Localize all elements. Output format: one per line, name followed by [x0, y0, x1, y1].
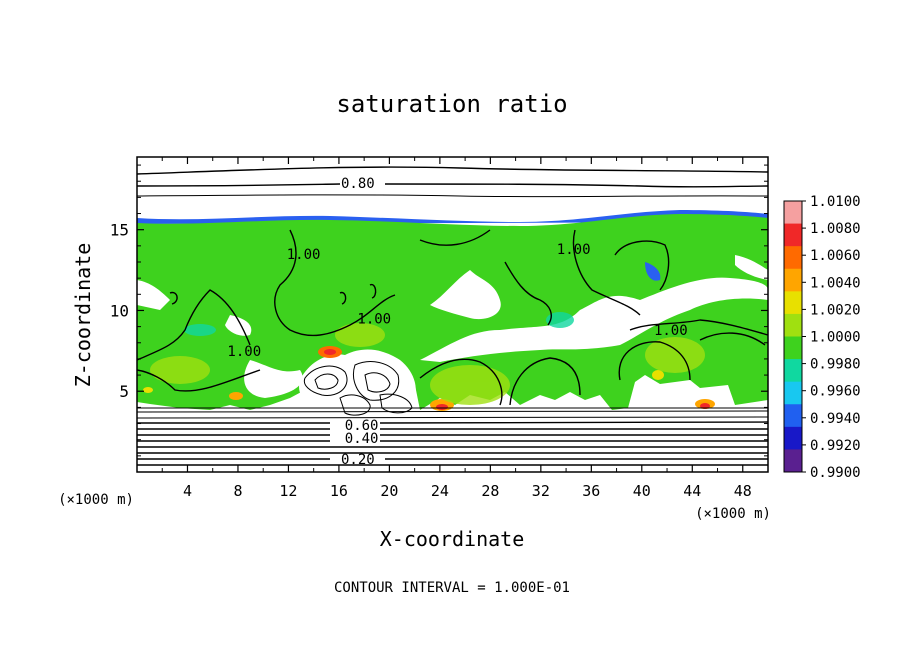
x-axis: 4 8 12 16 20 24 28 32 36 40 44 48 — [161, 157, 752, 500]
colorbar-tick-label: 1.0100 — [810, 194, 861, 210]
x-tick-label: 24 — [431, 482, 449, 500]
colorbar: 1.0100 1.0080 1.0060 1.0040 1.0020 1.0000 0.99… — [783, 194, 861, 481]
colorbar-swatch — [784, 449, 802, 473]
x-tick-label: 12 — [279, 482, 297, 500]
x-tick-label: 16 — [330, 482, 348, 500]
contour-label: 0.80 — [341, 176, 375, 192]
x-tick-label: 32 — [532, 482, 550, 500]
x-tick-label: 4 — [183, 482, 192, 500]
contour-label: 1.00 — [357, 312, 391, 328]
colorbar-tick-label: 1.0080 — [810, 221, 861, 237]
dry-pocket — [244, 360, 303, 398]
colorbar-tick-label: 0.9900 — [810, 465, 861, 481]
x-tick-label: 20 — [380, 482, 398, 500]
y-tick-label: 5 — [119, 382, 129, 401]
dry-pocket — [735, 255, 768, 280]
colorbar-tick-label: 0.9980 — [810, 357, 861, 373]
y-tick-label: 15 — [110, 221, 129, 240]
contours-1.00 — [137, 229, 768, 406]
colorbar-swatch — [784, 404, 802, 428]
colorbar-tick-label: 1.0020 — [810, 302, 861, 318]
y-tick-label: 10 — [110, 301, 129, 320]
colorbar-swatch — [784, 381, 802, 405]
contour-label: 1.00 — [227, 344, 261, 360]
contour-labels: 0.80 0.600.40 0.20 1.00 1.00 1.00 1.00 1.00 — [227, 176, 688, 468]
contour-label: 1.00 — [287, 247, 321, 263]
colorbar-swatch — [784, 246, 802, 270]
colorbar-tick-label: 0.9940 — [810, 411, 861, 427]
x-tick-label: 40 — [633, 482, 651, 500]
colorbar-tick-label: 1.0060 — [810, 248, 861, 264]
colorbar-swatch — [784, 291, 802, 315]
colorbar-tick-label: 1.0040 — [810, 275, 861, 291]
y-axis: 5 10 15 — [110, 164, 768, 457]
near-saturation-shading — [150, 312, 705, 405]
x-tick-label: 8 — [233, 482, 242, 500]
dry-intrusion — [420, 277, 768, 362]
x-tick-label: 44 — [683, 482, 701, 500]
colorbar-swatch — [784, 426, 802, 450]
x-tick-label: 28 — [481, 482, 499, 500]
colorbar-swatch — [784, 223, 802, 247]
contours-upper — [137, 166, 768, 198]
colorbar-tick-label: 0.9960 — [810, 384, 861, 400]
x-unit-label: (×1000 m) — [695, 506, 771, 522]
contour-label: 1.00 — [654, 323, 688, 339]
colorbar-tick-label: 1.0000 — [810, 330, 861, 346]
x-tick-label: 36 — [582, 482, 600, 500]
z-unit-label: (×1000 m) — [58, 492, 134, 508]
contour-label: 0.60 — [345, 418, 379, 434]
plot-frame — [136, 156, 769, 473]
x-axis-title: X-coordinate — [380, 527, 525, 551]
contour-label: 0.20 — [341, 452, 375, 468]
x-tick-label: 48 — [734, 482, 752, 500]
contour-label: 1.00 — [557, 242, 591, 258]
colorbar-tick-label: 0.9920 — [810, 438, 861, 454]
colorbar-swatch — [784, 201, 802, 225]
dry-pocket — [430, 270, 501, 320]
plot-area: 0.80 0.600.40 0.20 1.00 1.00 1.00 1.00 1.00 — [137, 157, 768, 472]
colorbar-swatch — [784, 313, 802, 337]
colorbar-swatch — [784, 336, 802, 360]
dry-pocket — [225, 315, 252, 336]
chart-title: saturation ratio — [336, 90, 567, 118]
colorbar-swatch — [784, 268, 802, 292]
contour-label: 0.40 — [345, 431, 379, 447]
dry-pocket — [137, 280, 170, 310]
y-axis-title: Z-coordinate — [71, 243, 95, 388]
dry-pocket — [645, 262, 661, 281]
colorbar-swatch — [784, 359, 802, 383]
contour-interval-note: CONTOUR INTERVAL = 1.000E-01 — [334, 580, 570, 596]
